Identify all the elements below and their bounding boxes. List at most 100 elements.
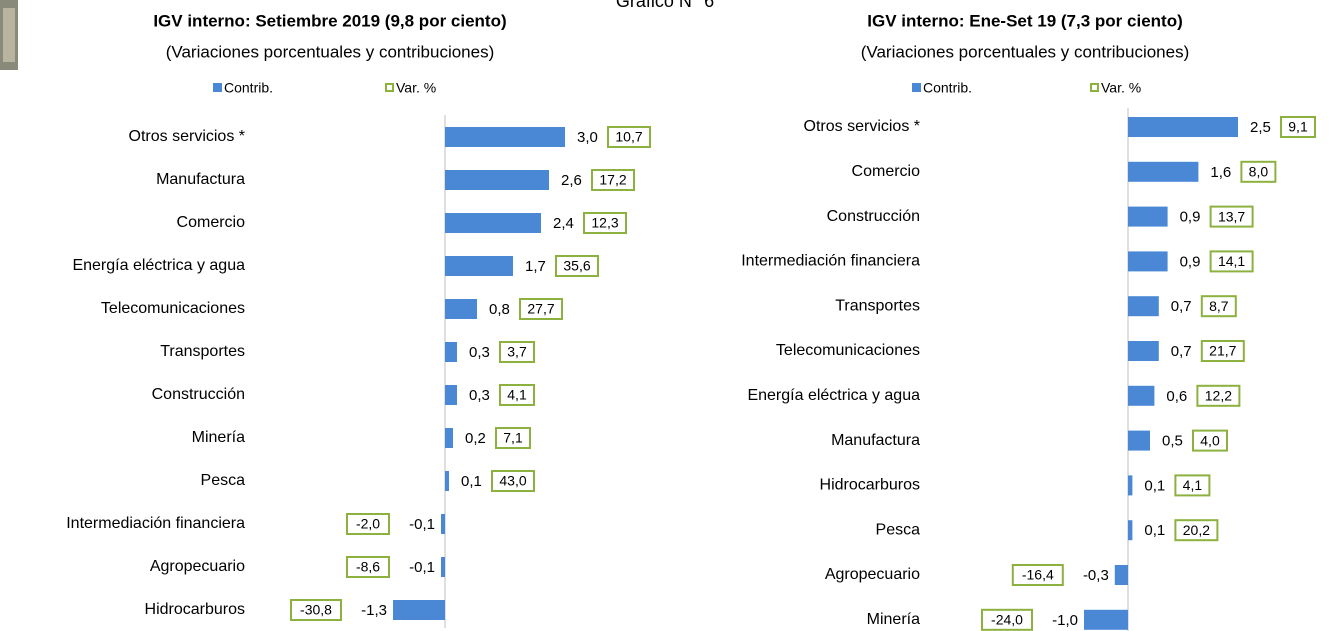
category-label: Agropecuario: [150, 558, 245, 575]
var-label: -2,0: [356, 516, 380, 532]
category-label: Otros servicios *: [804, 118, 920, 135]
value-label: -0,1: [409, 516, 435, 533]
value-label: 0,3: [469, 387, 490, 404]
value-label: -1,3: [361, 602, 387, 619]
value-label: 0,1: [1144, 477, 1165, 494]
chart-subtitle: (Variaciones porcentuales y contribucion…: [861, 42, 1190, 61]
var-label: 7,1: [503, 430, 523, 446]
value-label: -0,3: [1083, 567, 1109, 584]
bar: [445, 213, 541, 233]
legend-label: Var. %: [1101, 80, 1141, 96]
category-label: Transportes: [160, 343, 245, 360]
category-label: Telecomunicaciones: [776, 342, 920, 359]
var-label: -24,0: [991, 612, 1023, 628]
category-label: Comercio: [852, 163, 921, 180]
bar: [1128, 207, 1168, 227]
legend-label: Contrib.: [224, 80, 273, 96]
var-label: 4,1: [507, 387, 527, 403]
category-label: Construcción: [152, 386, 245, 403]
bar: [445, 256, 513, 276]
bar: [1128, 162, 1198, 182]
bar: [445, 299, 477, 319]
value-label: 0,1: [461, 473, 482, 490]
page: Gráfico N° 6 IGV interno: Setiembre 2019…: [0, 0, 1331, 631]
chart-title: IGV interno: Setiembre 2019 (9,8 por cie…: [153, 11, 506, 30]
value-label: 0,3: [469, 344, 490, 361]
var-label: 43,0: [499, 473, 526, 489]
value-label: 3,0: [577, 129, 598, 146]
value-label: 0,7: [1171, 343, 1192, 360]
category-label: Pesca: [201, 472, 246, 489]
bar: [1128, 117, 1238, 137]
var-label: 35,6: [563, 258, 590, 274]
var-label: 27,7: [527, 301, 554, 317]
category-label: Transportes: [835, 297, 920, 314]
var-label: -30,8: [300, 602, 332, 618]
value-label: 2,5: [1250, 119, 1271, 136]
value-label: -1,0: [1052, 612, 1078, 629]
var-label: 13,7: [1218, 208, 1245, 224]
bar: [445, 170, 549, 190]
value-label: 0,8: [489, 301, 510, 318]
bar: [445, 428, 453, 448]
logo-detail: [3, 8, 15, 62]
var-label: 12,3: [591, 215, 618, 231]
category-label: Manufactura: [831, 432, 920, 449]
category-label: Manufactura: [156, 171, 245, 188]
var-label: -16,4: [1022, 567, 1054, 583]
var-label: 9,1: [1288, 119, 1308, 135]
value-label: 0,9: [1180, 253, 1201, 270]
var-label: 8,0: [1249, 164, 1269, 180]
value-label: 0,6: [1166, 388, 1187, 405]
var-label: 4,1: [1183, 477, 1203, 493]
category-label: Agropecuario: [825, 566, 920, 583]
category-label: Telecomunicaciones: [101, 300, 245, 317]
value-label: 2,6: [561, 172, 582, 189]
category-label: Comercio: [177, 214, 246, 231]
category-label: Construcción: [827, 208, 920, 225]
var-label: 21,7: [1209, 343, 1236, 359]
value-label: -0,1: [409, 559, 435, 576]
var-label: 17,2: [599, 172, 626, 188]
bar: [441, 557, 445, 577]
var-label: 20,2: [1183, 522, 1210, 538]
value-label: 0,1: [1144, 522, 1165, 539]
value-label: 1,7: [525, 258, 546, 275]
legend-swatch: [213, 83, 222, 92]
bar: [1128, 386, 1154, 406]
bar: [441, 514, 445, 534]
bar: [445, 471, 449, 491]
var-label: 4,0: [1200, 432, 1220, 448]
bar: [1128, 520, 1132, 540]
category-label: Intermediación financiera: [66, 515, 245, 532]
chart: Gráfico N° 6 IGV interno: Setiembre 2019…: [0, 0, 1331, 631]
var-label: 8,7: [1209, 298, 1229, 314]
category-label: Hidrocarburos: [820, 477, 920, 494]
value-label: 0,9: [1180, 209, 1201, 226]
bar: [393, 600, 445, 620]
bar: [1128, 431, 1150, 451]
legend-swatch: [1091, 84, 1098, 91]
value-label: 0,5: [1162, 433, 1183, 450]
legend-label: Var. %: [396, 80, 436, 96]
category-label: Energía eléctrica y agua: [72, 257, 245, 274]
bar: [1128, 475, 1132, 495]
chart-title: IGV interno: Ene-Set 19 (7,3 por ciento): [867, 11, 1183, 30]
category-label: Pesca: [876, 521, 921, 538]
bar: [1128, 251, 1168, 271]
bar: [445, 385, 457, 405]
var-label: 14,1: [1218, 253, 1245, 269]
category-label: Minería: [192, 429, 245, 446]
bar: [1115, 565, 1128, 585]
category-label: Otros servicios *: [129, 128, 245, 145]
category-label: Intermediación financiera: [741, 253, 920, 270]
value-label: 0,7: [1171, 298, 1192, 315]
value-label: 2,4: [553, 215, 574, 232]
category-label: Energía eléctrica y agua: [747, 387, 920, 404]
category-label: Hidrocarburos: [145, 601, 245, 618]
bar: [445, 127, 565, 147]
legend-swatch: [912, 83, 921, 92]
bar: [1084, 610, 1128, 630]
chart-subtitle: (Variaciones porcentuales y contribucion…: [166, 42, 495, 61]
category-label: Minería: [867, 611, 920, 628]
